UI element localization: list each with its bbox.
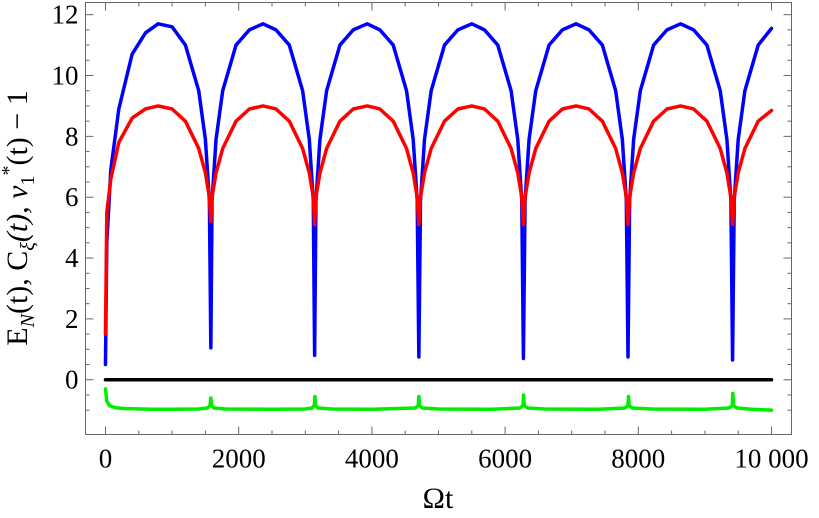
- x-tick-label: 6000: [478, 444, 532, 474]
- y-label-part-1: E: [1, 327, 34, 345]
- y-tick-label: 12: [52, 0, 79, 30]
- x-tick-label: 8000: [611, 444, 665, 474]
- x-tick-label: 0: [99, 444, 113, 474]
- x-tick-label: 10 000: [734, 444, 808, 474]
- x-tick-label: 2000: [212, 444, 266, 474]
- y-tick-label: 8: [65, 121, 79, 151]
- y-tick-label: 0: [65, 365, 79, 395]
- y-label-sub-3: 1: [17, 176, 39, 186]
- y-label-part-2: (t), C: [1, 251, 34, 314]
- y-tick-label: 6: [65, 182, 79, 212]
- y-axis-ticks: 0 2 4 6 8 10 12: [52, 0, 792, 411]
- y-axis-label: EN(t), Cξ(t), ν1*(t) − 1: [0, 90, 39, 345]
- x-axis-ticks: 0 2000 4000 6000 8000 10 000: [99, 2, 809, 474]
- series-layer: [103, 22, 774, 412]
- series-line-blue: [103, 22, 774, 367]
- series-line-green: [103, 387, 774, 412]
- y-label-part-4: (t) − 1: [1, 90, 34, 165]
- y-tick-label: 4: [65, 243, 79, 273]
- x-axis-label: Ωt: [423, 482, 454, 515]
- y-label-part-3: (t), ν: [1, 185, 34, 242]
- series-line-red: [103, 104, 774, 336]
- y-label-sub-1: N: [17, 312, 39, 328]
- y-tick-label: 10: [52, 61, 79, 91]
- y-tick-label: 2: [65, 304, 79, 334]
- y-label-sup-3: *: [0, 166, 20, 176]
- y-label-sub-2: ξ: [17, 242, 39, 251]
- x-tick-label: 4000: [345, 444, 399, 474]
